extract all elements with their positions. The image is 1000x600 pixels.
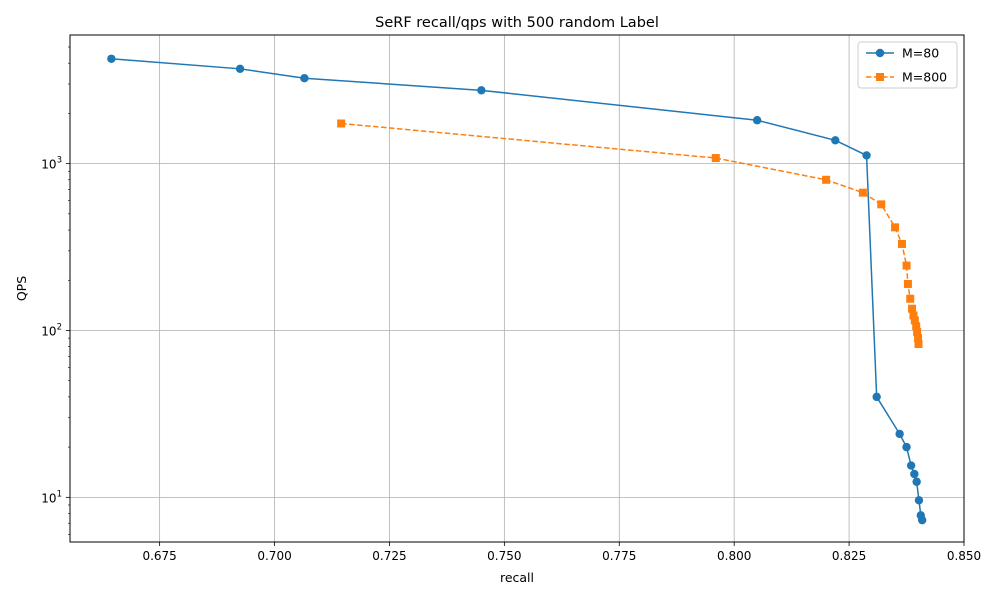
data-point: [822, 175, 831, 184]
data-point: [902, 261, 911, 270]
data-point: [912, 322, 921, 331]
data-point: [862, 151, 871, 160]
x-tick-label: 0.850: [947, 549, 981, 563]
legend-label-m800: M=800: [902, 70, 947, 85]
x-tick-label: 0.800: [717, 549, 751, 563]
data-point: [903, 279, 912, 288]
data-point: [711, 154, 720, 163]
plot-frame: [69, 34, 965, 543]
data-point: [914, 334, 923, 343]
x-tick-label: 0.725: [372, 549, 406, 563]
data-point: [895, 429, 904, 439]
data-point: [337, 119, 346, 128]
series-line: [111, 58, 923, 521]
data-point: [902, 442, 911, 452]
x-tick-label: 0.750: [487, 549, 521, 563]
y-tick-label: 103: [41, 156, 62, 172]
series-M=80: [107, 54, 927, 525]
data-point: [912, 477, 921, 486]
data-point: [910, 316, 919, 325]
x-tick-label: 0.700: [257, 549, 291, 563]
data-point: [477, 86, 486, 95]
y-tick-label: 102: [41, 322, 62, 338]
data-point: [877, 200, 886, 209]
grid: [70, 35, 965, 542]
data-point: [300, 74, 309, 83]
data-point: [872, 392, 881, 402]
y-tick-label: 101: [41, 489, 62, 505]
data-point: [235, 64, 245, 74]
data-point: [910, 469, 919, 479]
data-point: [891, 223, 900, 232]
ticks: 0.675 0.700 0.725 0.750 0.775 0.800 0.825 0.850…: [41, 46, 981, 563]
data-point: [897, 239, 906, 248]
legend-label-m80: M=80: [902, 46, 939, 61]
data-point: [909, 311, 918, 320]
legend-marker-m80: [875, 48, 885, 58]
legend-marker-m800: [876, 73, 884, 81]
data-point: [906, 461, 916, 470]
data-point: [917, 515, 927, 525]
legend: M=80 M=800: [857, 41, 958, 89]
x-tick-label: 0.825: [832, 549, 866, 563]
x-tick-label: 0.775: [602, 549, 636, 563]
series-M=800: [337, 119, 923, 348]
data-point: [914, 339, 923, 348]
data-point: [914, 496, 924, 505]
x-tick-label: 0.675: [142, 549, 176, 563]
x-axis-label: recall: [500, 570, 534, 585]
data-point: [913, 327, 922, 336]
chart-title: SeRF recall/qps with 500 random Label: [375, 15, 659, 31]
y-axis-label: QPS: [14, 276, 29, 301]
data-point: [906, 294, 915, 303]
data-point: [908, 304, 917, 313]
series-layer: [107, 54, 927, 525]
data-point: [858, 188, 867, 197]
data-point: [831, 136, 840, 145]
data-point: [752, 116, 762, 125]
data-point: [107, 54, 116, 63]
